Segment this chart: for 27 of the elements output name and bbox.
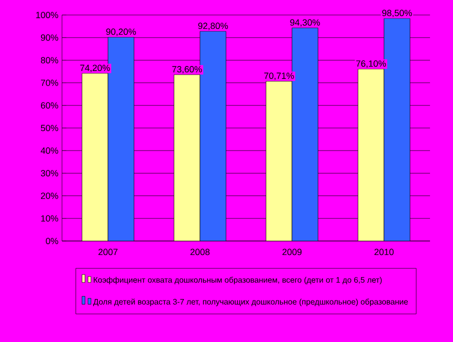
y-tick-label: 10%	[41, 215, 58, 222]
data-label: 98,50%	[382, 10, 412, 18]
y-tick-label: 30%	[40, 170, 58, 176]
y-tick-label: 50%	[40, 124, 58, 132]
data-label: 94,30%	[290, 19, 320, 27]
y-tick-label: 0%	[46, 238, 58, 244]
y-tick-label: 90%	[40, 34, 58, 41]
bar	[174, 74, 200, 241]
data-label: 74,20%	[80, 64, 110, 72]
bar	[82, 73, 108, 241]
y-tick-label: 20%	[40, 192, 58, 199]
data-label: 73,60%	[172, 66, 202, 74]
y-tick-label: 70%	[40, 80, 58, 86]
y-tick-label: 40%	[40, 147, 58, 154]
y-tick-label: 80%	[40, 57, 58, 64]
data-label: 92,80%	[198, 22, 228, 30]
data-label: 76,10%	[356, 60, 386, 68]
x-tick-label: 2008	[190, 248, 210, 256]
y-tick-label: 60%	[40, 102, 58, 109]
x-tick-label: 2010	[374, 248, 394, 256]
bar	[358, 68, 384, 241]
y-tick-label: 100%	[36, 12, 58, 18]
data-label: 90,20%	[106, 28, 136, 36]
x-tick-label: 2009	[282, 248, 302, 256]
x-tick-label: 2007	[98, 248, 118, 256]
data-label: 70,71%	[264, 72, 294, 80]
bar	[266, 80, 292, 241]
